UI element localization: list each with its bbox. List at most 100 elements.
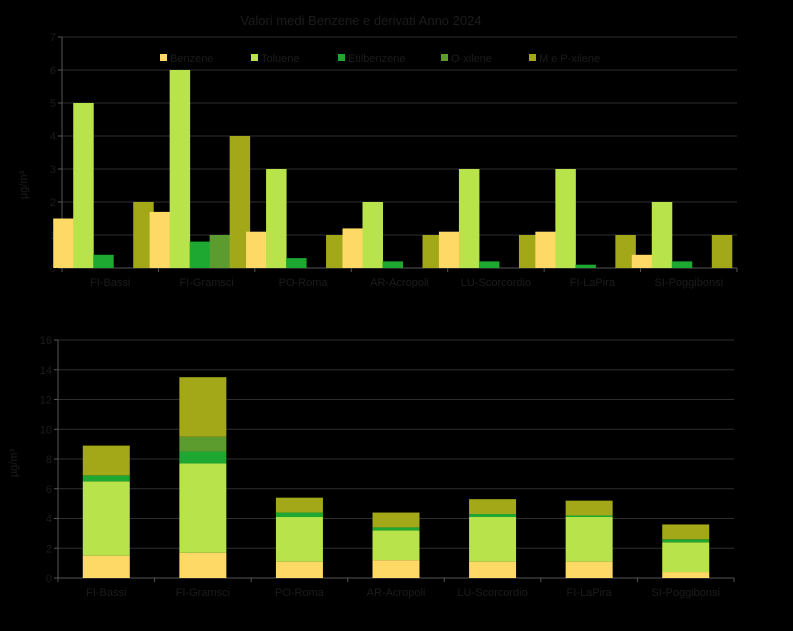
legend-swatch-benzene xyxy=(160,54,167,61)
bar-benzene-fi-bassi xyxy=(53,218,74,268)
chart2-xtick-label: AR-Acropoli xyxy=(367,587,426,599)
bar-toluene-ar-acropoli xyxy=(362,202,383,268)
legend-label-etilbenzene: Etilbenzene xyxy=(348,53,406,65)
stack-etilbenzene-fi-bassi xyxy=(82,475,130,482)
bar-toluene-si-poggibonsi xyxy=(651,202,673,268)
chart2-xtick-label: SI-Poggibonsi xyxy=(651,587,720,599)
stack-toluene-lu-scorcordio xyxy=(469,517,517,562)
stacked-bar-chart: 0 2 4 6 8 10 12 14 16 FI-Bassi FI-Gramsci PO-Roma AR… xyxy=(40,335,735,599)
stack-toluene-fi-lapira xyxy=(565,517,613,562)
stack-etilbenzene-si-poggibonsi xyxy=(662,539,710,543)
chart2-xtick-label: FI-Gramsci xyxy=(176,587,230,599)
chart1-ytick-label: 4 xyxy=(50,131,56,143)
chart1-ytick-label: 2 xyxy=(50,197,56,209)
bar-m-e-p-xilene-po-roma xyxy=(326,235,347,268)
stack-m-e-p-xilene-fi-gramsci xyxy=(179,377,227,437)
bar-m-e-p-xilene-si-poggibonsi xyxy=(711,235,733,268)
stack-m-e-p-xilene-ar-acropoli xyxy=(372,512,420,528)
bar-toluene-fi-gramsci xyxy=(169,70,191,268)
stack-etilbenzene-fi-gramsci xyxy=(179,451,227,464)
stack-m-e-p-xilene-lu-scorcordio xyxy=(469,499,517,515)
chart1-ytick-label: 0 xyxy=(50,263,56,275)
stack-benzene-fi-bassi xyxy=(82,555,130,578)
chart1-ylabel: µg/m³ xyxy=(18,170,30,199)
stack-benzene-ar-acropoli xyxy=(372,560,420,578)
chart1-xtick-label: AR-Acropoli xyxy=(370,277,429,289)
stack-toluene-po-roma xyxy=(275,517,323,562)
chart2-xtick-label: FI-Bassi xyxy=(86,587,126,599)
chart2-ytick-label: 12 xyxy=(40,395,52,407)
bar-benzene-ar-acropoli xyxy=(342,228,363,268)
bar-m-e-p-xilene-fi-bassi xyxy=(133,202,154,268)
bar-m-e-p-xilene-ar-acropoli xyxy=(422,235,443,268)
stack-m-e-p-xilene-po-roma xyxy=(275,497,323,513)
stack-benzene-lu-scorcordio xyxy=(469,561,517,578)
grouped-bar-chart: 0 1 2 3 4 5 6 7 FI-Bassi FI-Gramsci PO-Roma AR-Acro… xyxy=(50,32,738,289)
bar-benzene-fi-lapira xyxy=(535,231,556,268)
chart2-ytick-label: 2 xyxy=(46,543,52,555)
chart1-ytick-label: 5 xyxy=(50,98,56,110)
stack-toluene-fi-gramsci xyxy=(179,463,227,553)
chart1-ytick-label: 1 xyxy=(50,230,56,242)
legend-label-m-e-p-xilene: M e P-xilene xyxy=(539,53,600,65)
bar-benzene-si-poggibonsi xyxy=(631,254,653,268)
legend-swatch-etilbenzene xyxy=(338,54,345,61)
bar-benzene-lu-scorcordio xyxy=(438,231,460,268)
chart2-xtick-label: PO-Roma xyxy=(275,587,325,599)
stack-benzene-po-roma xyxy=(275,561,323,578)
bar-etilbenzene-po-roma xyxy=(286,258,307,268)
stack-o-xilene-fi-gramsci xyxy=(179,436,227,452)
stack-benzene-si-poggibonsi xyxy=(662,572,710,578)
stack-etilbenzene-po-roma xyxy=(275,512,323,518)
chart2-ytick-label: 6 xyxy=(46,484,52,496)
chart2-ylabel: µg/m³ xyxy=(8,448,20,477)
legend: Benzene Toluene Etilbenzene O-xilene M e P-x… xyxy=(160,53,600,65)
chart2-ytick-label: 16 xyxy=(40,335,52,347)
bar-etilbenzene-ar-acropoli xyxy=(382,261,403,268)
chart2-ytick-label: 4 xyxy=(46,514,52,526)
bar-etilbenzene-fi-bassi xyxy=(93,254,114,268)
chart1-xtick-label: PO-Roma xyxy=(279,277,329,289)
bar-benzene-po-roma xyxy=(246,231,267,268)
bar-etilbenzene-si-poggibonsi xyxy=(671,261,693,268)
chart2-ytick-label: 0 xyxy=(46,573,52,585)
stack-etilbenzene-lu-scorcordio xyxy=(469,514,517,518)
stack-benzene-fi-gramsci xyxy=(179,552,227,578)
chart2-ytick-label: 14 xyxy=(40,365,52,377)
chart1-xtick-label: FI-LaPira xyxy=(570,277,616,289)
chart2-ytick-label: 8 xyxy=(46,454,52,466)
bar-o-xilene-fi-gramsci xyxy=(209,235,231,268)
legend-label-benzene: Benzene xyxy=(170,53,213,65)
stack-toluene-ar-acropoli xyxy=(372,530,420,561)
chart1-ytick-label: 7 xyxy=(50,32,56,44)
chart2-ytick-label: 10 xyxy=(40,424,52,436)
bar-toluene-fi-lapira xyxy=(555,169,576,268)
bar-toluene-lu-scorcordio xyxy=(458,169,480,268)
legend-label-o-xilene: O-xilene xyxy=(451,53,492,65)
bar-m-e-p-xilene-lu-scorcordio xyxy=(518,235,540,268)
bar-etilbenzene-lu-scorcordio xyxy=(478,261,500,268)
stack-toluene-si-poggibonsi xyxy=(662,542,710,573)
stack-m-e-p-xilene-fi-bassi xyxy=(82,445,130,476)
bar-toluene-po-roma xyxy=(266,169,287,268)
legend-swatch-m-e-p-xilene xyxy=(529,54,536,61)
bar-etilbenzene-fi-gramsci xyxy=(189,241,211,268)
chart1-xtick-label: LU-Scorcordio xyxy=(461,277,531,289)
bar-m-e-p-xilene-fi-lapira xyxy=(615,235,636,268)
stack-benzene-fi-lapira xyxy=(565,561,613,578)
stack-etilbenzene-ar-acropoli xyxy=(372,527,420,531)
chart1-ytick-label: 6 xyxy=(50,65,56,77)
chart1-xtick-label: FI-Gramsci xyxy=(179,277,233,289)
legend-swatch-o-xilene xyxy=(441,54,448,61)
bar-etilbenzene-fi-lapira xyxy=(575,264,596,268)
legend-swatch-toluene xyxy=(251,54,258,61)
stack-toluene-fi-bassi xyxy=(82,481,130,556)
chart1-ytick-label: 3 xyxy=(50,164,56,176)
bar-toluene-fi-bassi xyxy=(73,103,94,268)
chart1-xtick-label: FI-Bassi xyxy=(90,277,130,289)
chart-title: Valori medi Benzene e derivati Anno 2024 xyxy=(240,13,481,28)
bar-benzene-fi-gramsci xyxy=(149,211,171,268)
chart2-xtick-label: LU-Scorcordio xyxy=(457,587,527,599)
chart1-xtick-label: SI-Poggibonsi xyxy=(655,277,724,289)
